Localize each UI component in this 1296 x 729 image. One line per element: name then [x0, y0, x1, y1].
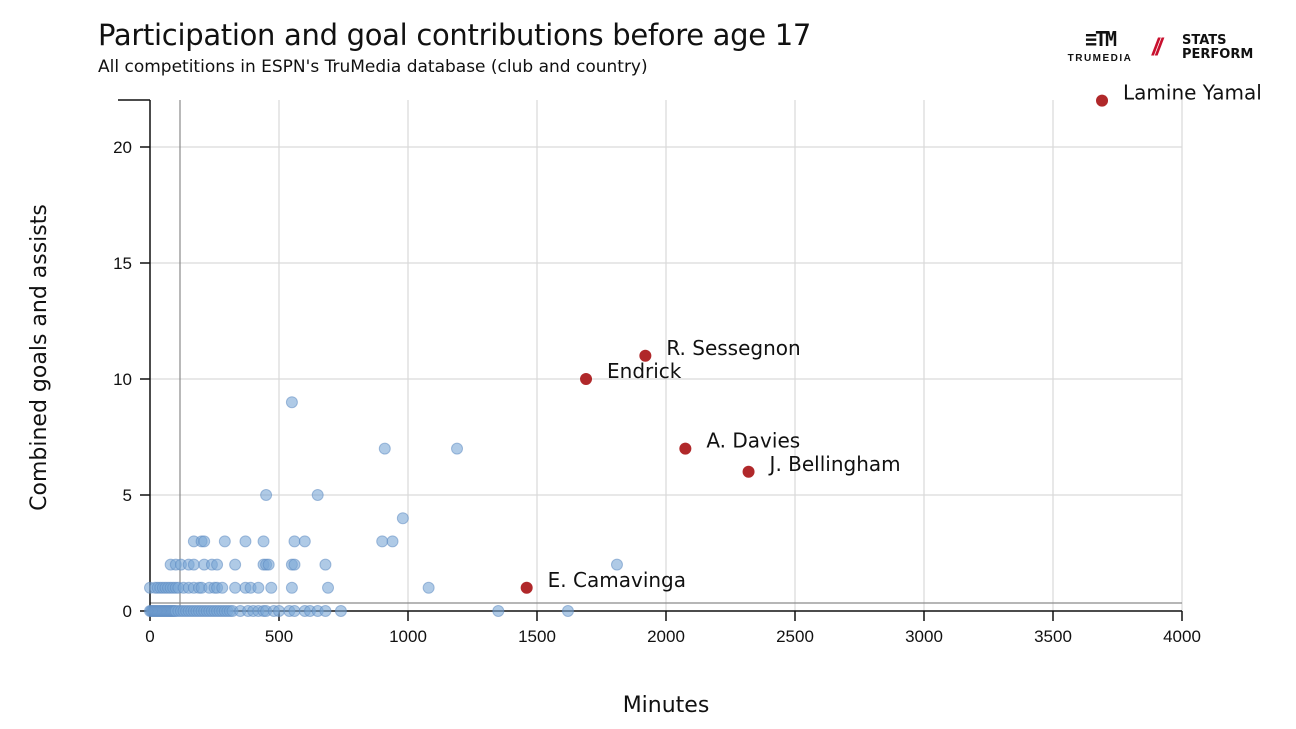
highlighted-player-label: J. Bellingham [768, 452, 901, 476]
highlighted-player-label: Endrick [607, 359, 682, 383]
logo-group: ≡TM TRUMEDIA // STATS PERFORM [1060, 28, 1260, 72]
other-player-point [198, 535, 211, 548]
y-tick-label: 10 [113, 370, 132, 389]
y-tick-label: 15 [113, 254, 132, 273]
other-player-point [322, 581, 335, 594]
other-player-point [218, 535, 231, 548]
highlighted-players-points [520, 94, 1109, 594]
other-player-point [262, 558, 275, 571]
x-tick-label: 0 [145, 627, 154, 646]
x-tick-label: 500 [265, 627, 293, 646]
other-player-point [239, 535, 252, 548]
other-player-point [211, 558, 224, 571]
highlighted-player-point [580, 373, 593, 385]
other-player-point [378, 442, 391, 455]
highlighted-player-label: A. Davies [706, 429, 800, 453]
highlighted-player-point [639, 349, 652, 362]
other-player-point [265, 581, 278, 594]
other-player-point [187, 558, 200, 571]
other-player-point [422, 581, 435, 594]
other-player-point [216, 581, 229, 594]
grid-lines [150, 100, 1183, 611]
highlighted-player-label: E. Camavinga [548, 568, 686, 592]
other-player-point [288, 558, 301, 571]
other-player-point [285, 581, 298, 594]
highlighted-player-point [520, 581, 533, 594]
other-player-point [386, 535, 399, 548]
other-player-point [273, 605, 285, 617]
x-tick-label: 1500 [518, 627, 556, 646]
highlighted-player-point [679, 442, 692, 455]
y-tick-label: 0 [123, 602, 132, 621]
other-player-point [298, 535, 311, 548]
other-player-point [376, 535, 389, 548]
stats-perform-slash-icon: // [1152, 34, 1162, 61]
chart-subtitle: All competitions in ESPN's TruMedia data… [98, 57, 648, 77]
other-player-point [252, 581, 265, 594]
other-players-points [144, 396, 623, 617]
stats-perform-wordmark: STATS PERFORM [1182, 34, 1253, 62]
trumedia-logo: ≡TM TRUMEDIA [1060, 28, 1140, 64]
trumedia-wordmark: TRUMEDIA [1067, 53, 1133, 64]
other-player-point [396, 512, 409, 525]
other-player-point [285, 396, 298, 409]
y-tick-label: 5 [123, 486, 132, 505]
x-tick-label: 1000 [389, 627, 427, 646]
other-player-point [319, 558, 332, 571]
x-axis-title: Minutes [623, 693, 710, 718]
x-tick-label: 2000 [647, 627, 685, 646]
stats-perform-logo: // STATS PERFORM [1152, 32, 1262, 68]
other-player-point [288, 535, 301, 548]
highlighted-player-point [742, 465, 755, 478]
y-axis-title: Combined goals and assists [27, 204, 52, 511]
stats-perform-line2: PERFORM [1182, 47, 1254, 62]
x-tick-label: 3000 [905, 627, 943, 646]
tick-labels: 0 500 1000 1500 2000 2500 3000 3500 4000 0 5 10 15 20 [113, 138, 1201, 646]
other-player-point [492, 605, 505, 617]
other-player-point [334, 605, 347, 617]
x-tick-label: 2500 [776, 627, 814, 646]
other-player-point [451, 442, 464, 455]
x-tick-label: 3500 [1034, 627, 1072, 646]
highlighted-player-label: R. Sessegnon [666, 336, 800, 360]
other-player-point [610, 558, 623, 571]
other-player-point [260, 489, 273, 501]
other-player-point [257, 535, 270, 548]
other-player-point [288, 605, 301, 617]
other-player-point [561, 605, 574, 617]
stats-perform-line1: STATS [1182, 33, 1227, 48]
highlighted-player-label: Lamine Yamal [1123, 81, 1262, 105]
other-player-point [229, 581, 242, 594]
other-player-point [229, 558, 242, 571]
y-tick-label: 20 [113, 138, 132, 157]
chart-title: Participation and goal contributions bef… [98, 18, 812, 52]
other-player-point [311, 489, 324, 501]
trumedia-mark-icon: ≡TM [1084, 27, 1117, 51]
highlighted-player-point [1096, 94, 1109, 107]
x-tick-label: 4000 [1163, 627, 1201, 646]
other-player-point [319, 605, 332, 617]
